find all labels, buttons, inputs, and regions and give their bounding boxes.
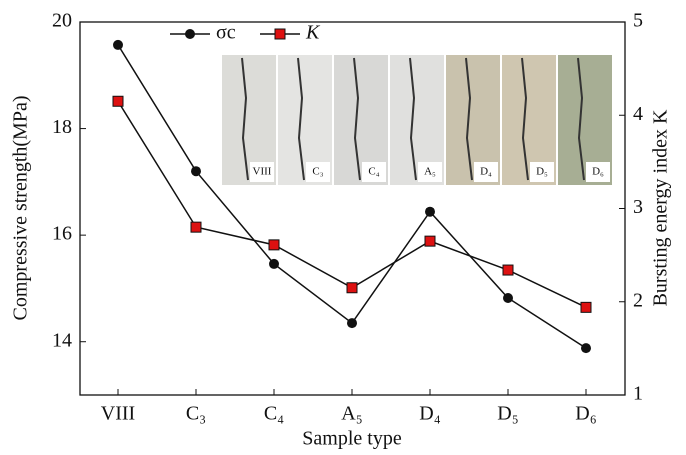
photo-label: A₅ xyxy=(424,166,436,178)
photo-label-bg xyxy=(530,162,554,182)
y2-tick-label: 1 xyxy=(633,383,643,405)
photo-label-bg xyxy=(362,162,386,182)
photo-label: D₅ xyxy=(536,166,548,178)
marker xyxy=(581,343,591,354)
photo-label: VIII xyxy=(253,166,272,178)
y-tick-label: 16 xyxy=(52,223,72,245)
x-tick-label: D₅ xyxy=(497,403,518,425)
marker xyxy=(347,318,357,329)
photo-label: D₆ xyxy=(592,166,604,178)
crack xyxy=(465,57,473,181)
marker xyxy=(580,301,592,313)
photo-inset: VIII C₃ C₄ A₅ D₄ D₅ D₆ xyxy=(222,55,612,185)
photo-label-bg xyxy=(306,162,330,182)
marker xyxy=(190,221,202,233)
legend-marker xyxy=(185,29,195,39)
photo-label-bg xyxy=(474,162,498,182)
legend-label: K xyxy=(305,22,321,44)
crack xyxy=(241,57,249,181)
crack xyxy=(353,57,361,181)
legend-label: σc xyxy=(216,22,236,44)
x-tick-label: A₅ xyxy=(341,403,362,425)
crack xyxy=(409,57,417,181)
photo-label: D₄ xyxy=(480,166,492,178)
crack xyxy=(297,57,305,181)
y2-axis-label: Bursting energy index K xyxy=(650,109,672,306)
x-tick-label: VIII xyxy=(101,403,135,425)
x-axis-label: Sample type xyxy=(302,428,402,450)
y2-tick-label: 5 xyxy=(633,10,643,32)
x-tick-label: D₄ xyxy=(419,403,440,425)
y-tick-label: 14 xyxy=(52,329,72,351)
y-tick-label: 18 xyxy=(52,116,72,138)
marker xyxy=(112,95,124,107)
y2-tick-label: 3 xyxy=(633,196,643,218)
marker xyxy=(425,206,435,217)
photo-label: C₃ xyxy=(312,166,323,178)
marker xyxy=(191,166,201,177)
crack xyxy=(577,57,585,181)
x-tick-label: C₃ xyxy=(186,403,206,425)
photo-label-bg xyxy=(250,162,274,182)
y-axis-label: Compressive strength(MPa) xyxy=(10,96,32,321)
marker xyxy=(502,264,514,276)
x-tick-label: D₆ xyxy=(575,403,596,425)
photo-label-bg xyxy=(586,162,610,182)
photo-label: C₄ xyxy=(368,166,379,178)
y2-tick-label: 4 xyxy=(633,103,643,125)
marker xyxy=(268,239,280,251)
marker xyxy=(346,282,358,294)
marker xyxy=(113,39,123,50)
marker xyxy=(503,293,513,304)
marker xyxy=(424,235,436,247)
photo-label-bg xyxy=(418,162,442,182)
crack xyxy=(521,57,529,181)
x-tick-label: C₄ xyxy=(264,403,284,425)
marker xyxy=(269,258,279,269)
y2-tick-label: 2 xyxy=(633,289,643,311)
legend-marker xyxy=(274,28,286,40)
y-tick-label: 20 xyxy=(52,10,72,32)
